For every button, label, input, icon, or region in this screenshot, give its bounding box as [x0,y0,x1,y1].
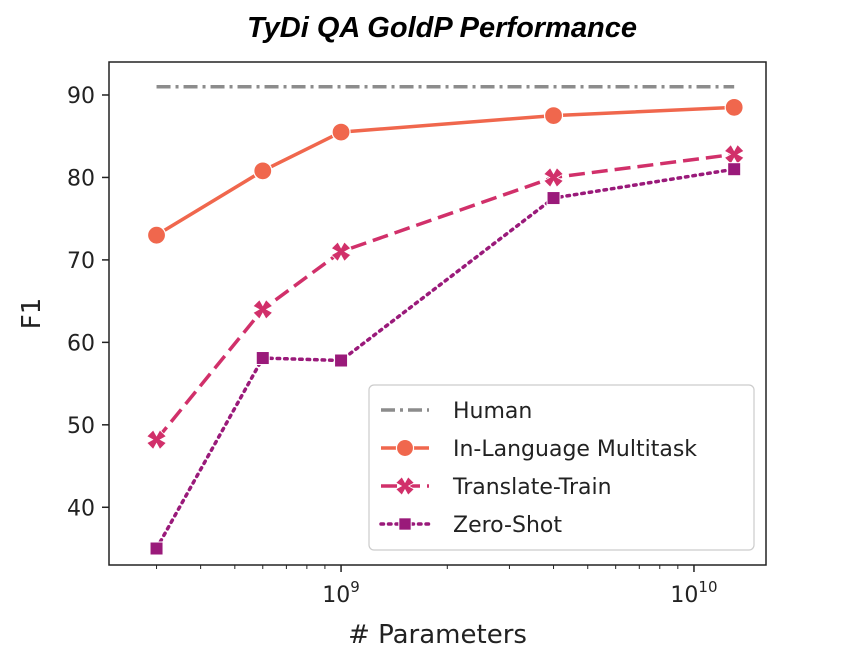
y-tick-label: 90 [67,84,95,109]
data-point-x [723,143,745,165]
data-point-circle [253,161,273,181]
y-tick-label: 40 [67,496,95,521]
y-tick-label: 80 [67,166,95,191]
data-point-square [546,191,561,206]
plot-area [146,84,745,556]
legend-label-zero-shot: Zero-Shot [453,513,562,538]
data-point-square [149,541,164,556]
data-point-x [395,476,415,496]
chart-title: TyDi QA GoldP Performance [247,12,637,44]
y-tick-label: 60 [67,331,95,356]
data-point-circle [146,225,167,245]
legend-label-human: Human [453,399,532,424]
legend-box [368,384,755,551]
legend-label-in-language-multitask: In-Language Multitask [453,437,697,462]
y-axis-label: F1 [17,298,47,330]
data-point-x [252,299,274,320]
data-point-x [543,167,564,188]
data-point-square [727,162,742,177]
x-tick-label: 1010 [670,578,717,608]
data-point-circle [724,97,744,117]
y-tick-label: 70 [67,249,95,274]
x-tick-label: 109 [322,578,360,608]
data-point-circle [331,122,351,142]
legend-label-translate-train: Translate-Train [452,475,612,500]
y-axis: 40 50 60 70 80 90 [67,84,109,521]
data-point-square [255,351,270,366]
data-point-circle [543,105,564,126]
data-point-x [146,429,167,451]
plot-frame [108,61,767,566]
legend: Human In-Language Multitask Translate-Trai… [368,384,755,551]
x-axis-label: # Parameters [348,620,527,650]
x-axis: 109 1010 [156,565,718,608]
y-tick-label: 50 [67,414,95,439]
data-point-x [330,241,352,263]
data-point-square [398,517,412,531]
data-point-square [334,353,349,368]
data-point-circle [395,438,415,458]
